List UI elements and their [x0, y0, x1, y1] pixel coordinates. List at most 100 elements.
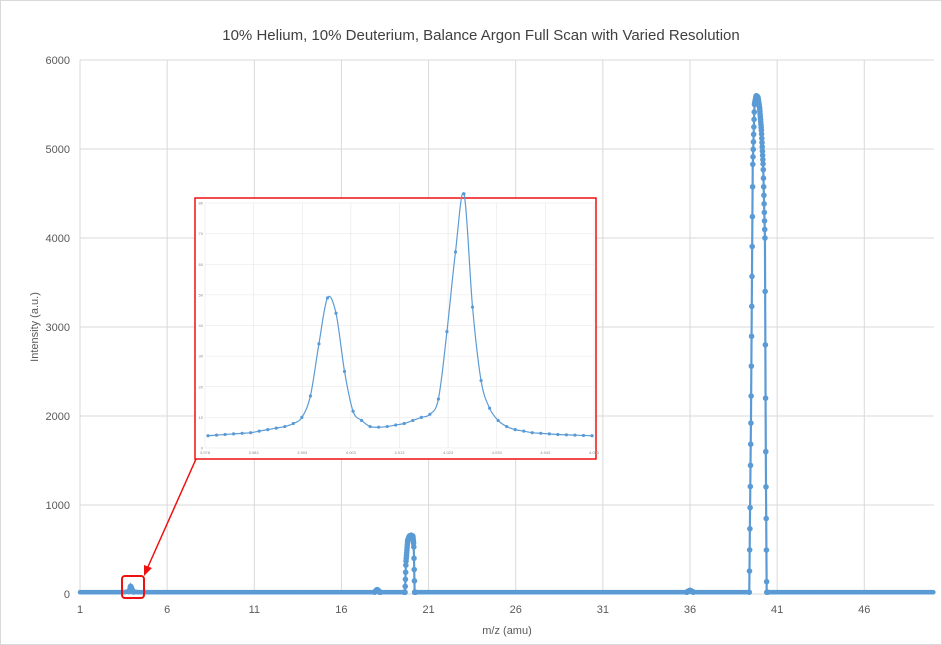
data-point: [412, 589, 419, 596]
inset-data-point: [479, 379, 483, 383]
inset-data-point: [590, 434, 594, 438]
inset-y-tick-label: 70: [199, 231, 204, 236]
data-point: [746, 589, 753, 596]
y-axis-label: Intensity (a.u.): [29, 292, 41, 362]
inset-data-point: [266, 428, 270, 432]
data-point: [748, 333, 755, 340]
data-point: [411, 566, 418, 573]
inset-data-point: [581, 433, 586, 438]
inset-data-point: [274, 426, 278, 430]
inset-series: [206, 192, 594, 438]
inset-data-point: [573, 433, 577, 437]
inset-x-tick-label: 4.023: [443, 450, 454, 455]
data-point: [403, 562, 409, 568]
data-point: [746, 568, 753, 574]
data-point: [402, 576, 409, 583]
data-point: [763, 515, 769, 522]
data-point: [758, 131, 765, 137]
inset-data-point: [411, 418, 415, 423]
x-axis-label: m/z (amu): [482, 625, 532, 637]
inset-data-point: [214, 433, 219, 437]
data-point: [750, 131, 757, 138]
x-tick-label: 26: [510, 604, 522, 616]
data-series: [77, 92, 936, 596]
data-point: [747, 525, 753, 532]
inset-data-point: [249, 431, 253, 435]
data-point: [763, 578, 770, 585]
data-point: [762, 395, 769, 402]
x-axis-ticks: 1 6 11 16 21 26 31 36 41 46: [77, 604, 870, 616]
data-point: [751, 109, 758, 115]
inset-zoom-chart: 0 10 20 30 40 50 60 70 80 3.978 3.983 3.993 4.003 4.0…: [194, 192, 600, 460]
inset-data-point: [377, 425, 381, 429]
inset-data-point: [206, 434, 210, 438]
data-point: [402, 589, 408, 596]
data-point: [760, 175, 767, 181]
data-point: [759, 135, 765, 142]
inset-gridlines: [204, 202, 595, 449]
inset-data-point: [283, 424, 287, 429]
y-tick-label: 5000: [46, 144, 70, 156]
data-point: [761, 226, 768, 233]
inset-x-tick-label: 3.978: [200, 450, 211, 455]
inset-y-tick-label: 80: [199, 201, 204, 206]
inset-data-point: [232, 432, 236, 436]
inset-data-point: [257, 429, 261, 433]
data-point: [763, 484, 769, 490]
data-point: [748, 363, 755, 369]
data-point: [131, 589, 137, 595]
chart-title: 10% Helium, 10% Deuterium, Balance Argon…: [222, 27, 740, 44]
x-tick-label: 1: [77, 604, 83, 616]
inset-data-point: [530, 431, 534, 435]
inset-data-point: [428, 412, 432, 416]
inset-y-tick-label: 10: [199, 415, 204, 420]
inset-data-point: [470, 305, 475, 309]
data-point: [762, 288, 768, 295]
inset-x-tick-label: 4.003: [346, 450, 357, 455]
x-tick-label: 6: [164, 604, 170, 616]
data-point: [751, 116, 757, 123]
inset-x-tick-label: 3.983: [249, 450, 260, 455]
data-point: [762, 235, 768, 241]
zoom-arrowhead: [144, 565, 152, 576]
inset-data-point: [453, 250, 458, 254]
inset-y-tick-label: 50: [199, 292, 204, 297]
x-tick-label: 31: [597, 604, 609, 616]
inset-ticks: 0 10 20 30 40 50 60 70 80 3.978 3.983 3.993 4.003 4.0…: [199, 201, 600, 456]
data-point: [760, 161, 766, 167]
inset-frame: [194, 197, 597, 460]
inset-data-point: [368, 424, 372, 429]
inset-data-point: [539, 431, 543, 435]
inset-data-point: [342, 369, 347, 374]
inset-data-point: [223, 432, 227, 437]
inset-data-point: [317, 342, 321, 346]
data-point: [761, 192, 767, 199]
data-point: [748, 420, 754, 426]
inset-x-tick-label: 4.043: [540, 450, 551, 455]
inset-y-tick-label: 0: [201, 446, 204, 451]
data-point: [402, 569, 409, 576]
data-point: [750, 146, 757, 153]
data-point: [760, 183, 767, 190]
x-tick-label: 41: [771, 604, 783, 616]
data-point: [759, 152, 766, 159]
inset-data-point: [547, 432, 551, 436]
inset-data-point: [513, 428, 517, 432]
data-point: [763, 547, 770, 553]
data-point: [410, 544, 417, 550]
data-point: [750, 139, 757, 145]
data-point: [749, 213, 756, 220]
inset-data-point: [488, 406, 492, 410]
data-point: [760, 166, 767, 173]
data-point: [411, 555, 417, 562]
x-tick-label: 36: [684, 604, 696, 616]
inset-x-tick-label: 4.013: [394, 450, 405, 455]
zoom-arrow: [146, 458, 197, 570]
data-point: [747, 483, 754, 490]
data-point: [761, 209, 768, 216]
data-point: [931, 589, 936, 595]
y-tick-label: 4000: [46, 233, 70, 245]
y-tick-label: 2000: [46, 411, 70, 423]
data-point: [749, 183, 756, 190]
